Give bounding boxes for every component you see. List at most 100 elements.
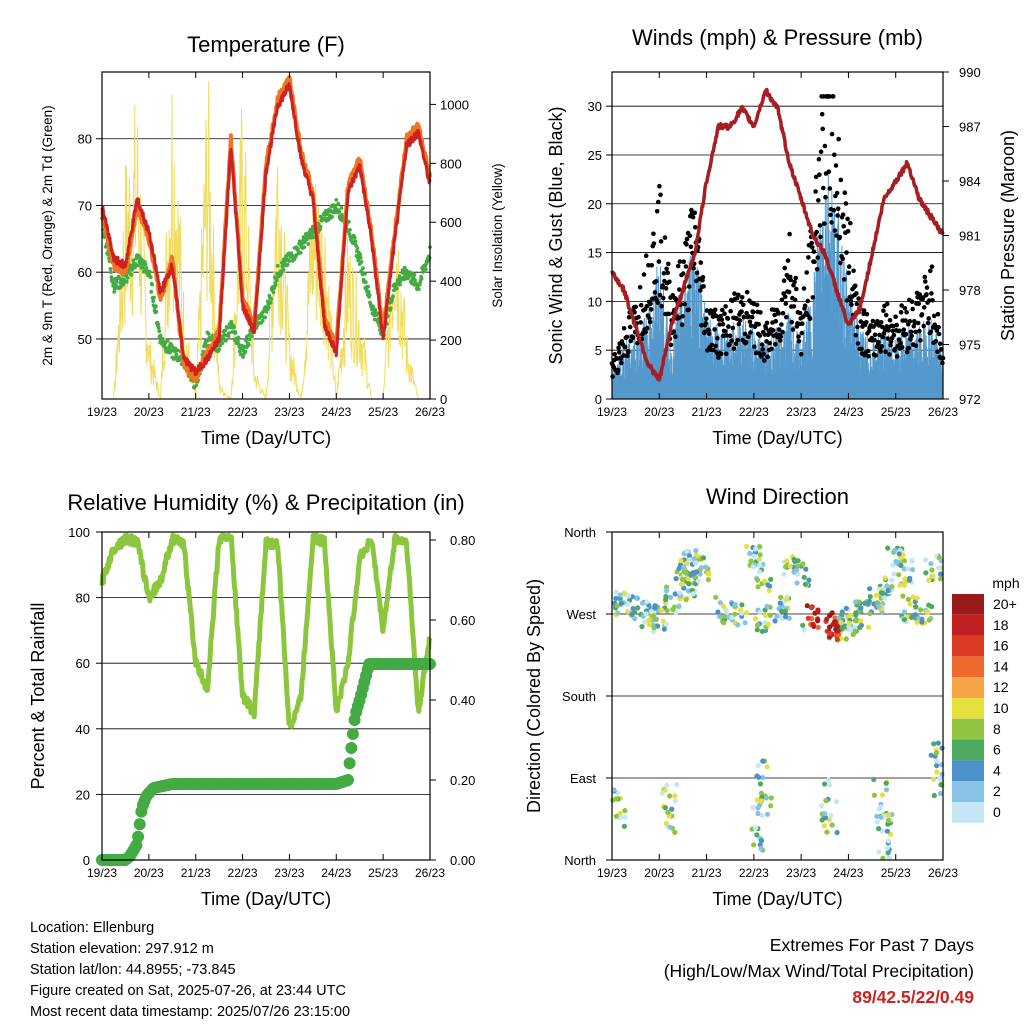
point-direction — [667, 793, 673, 799]
point-direction — [914, 595, 920, 601]
point-gust — [644, 303, 650, 309]
point-direction — [670, 606, 676, 613]
y-tick-label: East — [570, 771, 596, 786]
point-direction — [652, 605, 658, 611]
point-direction — [795, 571, 801, 577]
point-dewpoint — [133, 265, 138, 269]
point-gust — [784, 314, 789, 320]
point-gust — [638, 320, 643, 325]
y2-tick-label: 200 — [440, 333, 462, 348]
point-direction — [779, 608, 785, 614]
point-direction — [613, 595, 619, 602]
point-gust — [875, 318, 880, 324]
point-direction — [613, 813, 619, 820]
point-direction — [898, 562, 904, 569]
point-gust — [744, 289, 750, 295]
point-direction — [759, 628, 765, 634]
point-direction — [757, 802, 763, 808]
point-direction — [847, 627, 854, 634]
point-gust — [715, 336, 720, 341]
point-gust — [834, 190, 840, 196]
point-dewpoint — [250, 334, 254, 339]
point-dewpoint — [227, 331, 231, 336]
point-gust — [833, 163, 839, 168]
point-gust — [716, 355, 721, 360]
point-gust — [829, 220, 834, 225]
point-direction — [758, 790, 765, 796]
created-label: Figure created on Sat, 2025-07-26, at 23… — [30, 983, 346, 999]
point-gust — [703, 321, 709, 326]
point-direction — [806, 577, 812, 583]
point-gust — [625, 353, 630, 359]
point-gust — [822, 221, 827, 226]
point-direction — [823, 798, 829, 804]
point-dewpoint — [402, 265, 407, 270]
point-gust — [904, 349, 910, 355]
point-gust — [893, 314, 898, 320]
point-dewpoint — [336, 201, 341, 206]
legend-swatch — [952, 781, 984, 802]
point-gust — [866, 354, 871, 359]
point-direction — [795, 563, 801, 569]
point-direction — [878, 814, 884, 820]
point-gust — [657, 183, 662, 189]
point-gust — [638, 302, 644, 308]
y2-tick-label: 975 — [959, 338, 981, 353]
point-dewpoint — [318, 224, 323, 229]
point-dewpoint — [171, 357, 176, 361]
point-direction — [681, 568, 687, 575]
point-gust — [888, 339, 894, 344]
point-gust — [911, 323, 917, 329]
point-direction — [883, 780, 889, 786]
point-direction — [851, 628, 858, 634]
point-direction — [663, 597, 669, 603]
point-gust — [665, 270, 670, 276]
legend-swatch — [952, 677, 984, 698]
point-gust — [924, 285, 930, 290]
point-gust — [720, 322, 726, 327]
point-dewpoint — [306, 242, 311, 246]
y-tick-label: 10 — [588, 294, 602, 309]
x-tick-label: 22/23 — [739, 866, 769, 880]
point-gust — [812, 259, 817, 265]
point-gust — [916, 301, 921, 307]
point-direction — [686, 553, 693, 559]
point-direction — [757, 569, 763, 575]
point-dewpoint — [397, 274, 402, 278]
point-gust — [818, 234, 823, 240]
point-gust — [823, 194, 828, 200]
point-dewpoint — [353, 239, 358, 244]
point-gust — [885, 301, 890, 307]
point-direction — [649, 613, 656, 619]
point-direction — [874, 819, 880, 825]
point-direction — [901, 609, 908, 615]
point-direction — [801, 627, 807, 633]
point-gust — [922, 274, 928, 280]
point-direction — [929, 604, 935, 610]
legend-swatch — [952, 635, 984, 657]
point-gust — [655, 300, 661, 306]
point-direction — [931, 792, 937, 799]
point-direction — [717, 600, 723, 606]
point-gust — [730, 325, 736, 331]
point-dewpoint — [246, 343, 251, 347]
x-tick-label: 20/23 — [134, 405, 164, 419]
point-direction — [876, 604, 882, 610]
point-gust — [776, 327, 782, 332]
point-dewpoint — [375, 311, 380, 316]
location-label: Location: Ellenburg — [30, 920, 155, 936]
point-gust — [711, 347, 716, 353]
point-gust — [661, 295, 666, 301]
point-direction — [758, 845, 764, 852]
point-gust — [843, 201, 849, 206]
point-gust — [826, 169, 832, 175]
point-gust — [726, 324, 731, 329]
point-direction — [929, 567, 935, 573]
point-direction — [913, 604, 919, 610]
y-tick-label: West — [567, 607, 597, 622]
point-gust — [806, 255, 811, 260]
y2-tick-label: 0.40 — [450, 693, 475, 708]
point-gust — [794, 286, 799, 292]
point-dewpoint — [296, 247, 300, 251]
point-dewpoint — [156, 322, 161, 326]
